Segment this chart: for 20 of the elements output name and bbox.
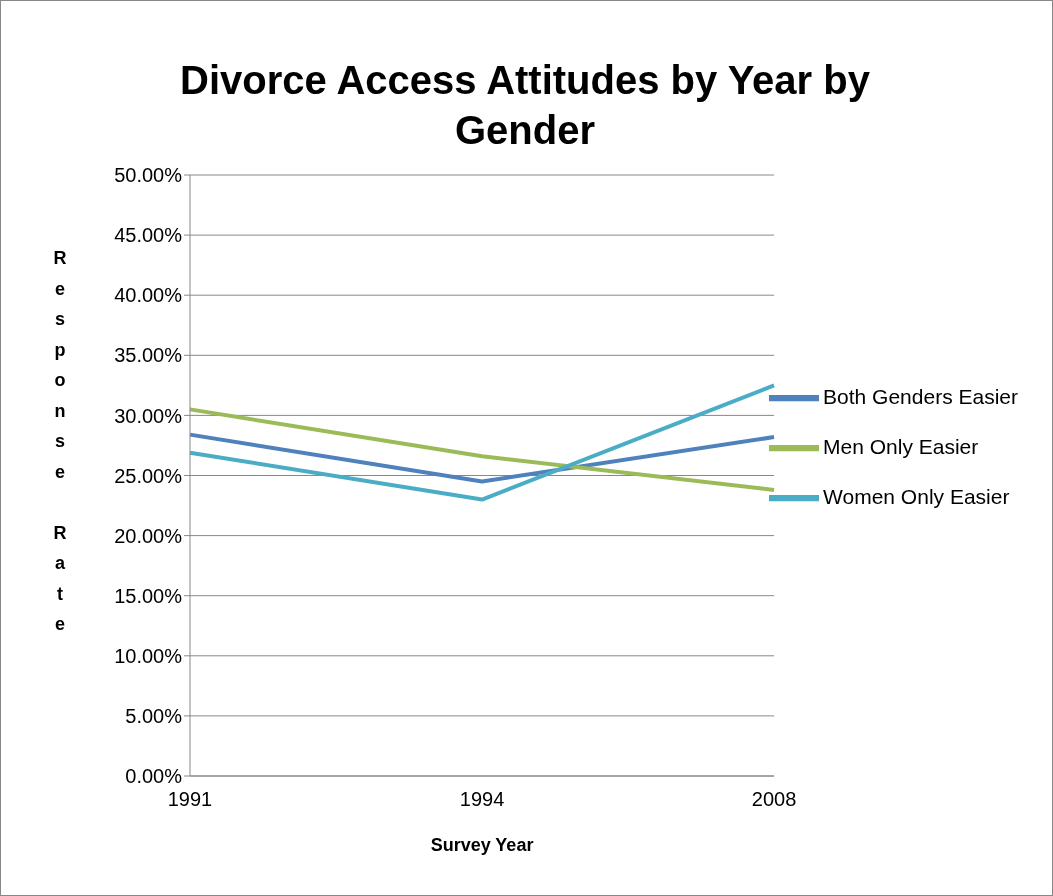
x-tick-label: 1994: [459, 788, 505, 811]
legend-label: Both Genders Easier: [823, 384, 1018, 408]
y-tick-label: 5.00%: [125, 705, 183, 727]
x-tick-label: 2008: [751, 788, 797, 811]
legend-label: Women Only Easier: [823, 484, 1010, 508]
text: Response Rate: [53, 248, 67, 634]
y-tick-label: 40.00%: [114, 284, 183, 307]
y-tick-label: 20.00%: [114, 524, 183, 547]
y-tick-label: 10.00%: [114, 644, 183, 667]
x-axis-title: Survey Year: [430, 835, 534, 855]
y-tick-label: 30.00%: [114, 404, 183, 427]
y-tick-label: 15.00%: [114, 584, 183, 607]
y-tick-label: 0.00%: [125, 765, 183, 788]
y-tick-label: 35.00%: [114, 344, 183, 367]
y-tick-label: 25.00%: [114, 464, 183, 487]
x-tick-label: 1991: [167, 788, 213, 811]
y-tick-label: 45.00%: [114, 224, 183, 247]
y-tick-label: 50.00%: [114, 164, 183, 187]
legend-label: Men Only Easier: [823, 434, 979, 458]
chart-title: Divorce Access Attitudes by Year by Gender: [179, 57, 871, 154]
